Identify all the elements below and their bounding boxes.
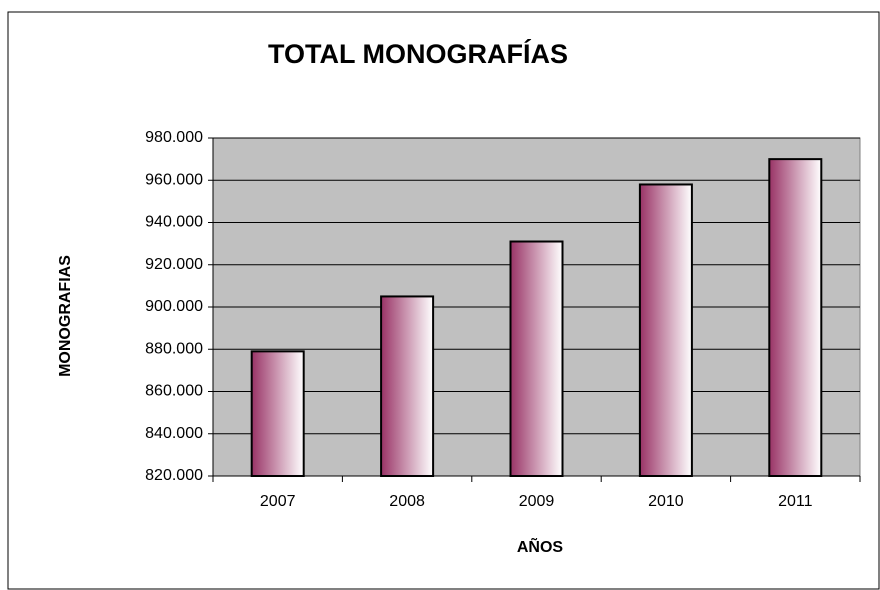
bar bbox=[768, 158, 823, 477]
x-tick-label: 2007 bbox=[260, 493, 296, 510]
y-tick-label: 920.000 bbox=[145, 256, 203, 273]
y-tick-label: 900.000 bbox=[145, 298, 203, 315]
y-tick-label: 820.000 bbox=[145, 467, 203, 484]
bar bbox=[380, 295, 435, 477]
chart-title: TOTAL MONOGRAFÍAS bbox=[268, 38, 568, 69]
bar bbox=[638, 183, 693, 477]
y-tick-label: 860.000 bbox=[145, 383, 203, 400]
x-tick-label: 2008 bbox=[389, 493, 425, 510]
y-tick-label: 960.000 bbox=[145, 171, 203, 188]
bar bbox=[509, 240, 564, 477]
x-tick-label: 2009 bbox=[519, 493, 555, 510]
y-tick-label: 980.000 bbox=[145, 129, 203, 146]
x-tick-label: 2010 bbox=[648, 493, 684, 510]
y-tick-label: 880.000 bbox=[145, 340, 203, 357]
y-tick-label: 840.000 bbox=[145, 425, 203, 442]
bar bbox=[250, 350, 305, 477]
x-axis-label: AÑOS bbox=[517, 536, 564, 556]
y-axis-label: MONOGRAFIAS bbox=[57, 255, 74, 377]
y-tick-label: 940.000 bbox=[145, 214, 203, 231]
x-tick-label: 2011 bbox=[778, 493, 813, 510]
